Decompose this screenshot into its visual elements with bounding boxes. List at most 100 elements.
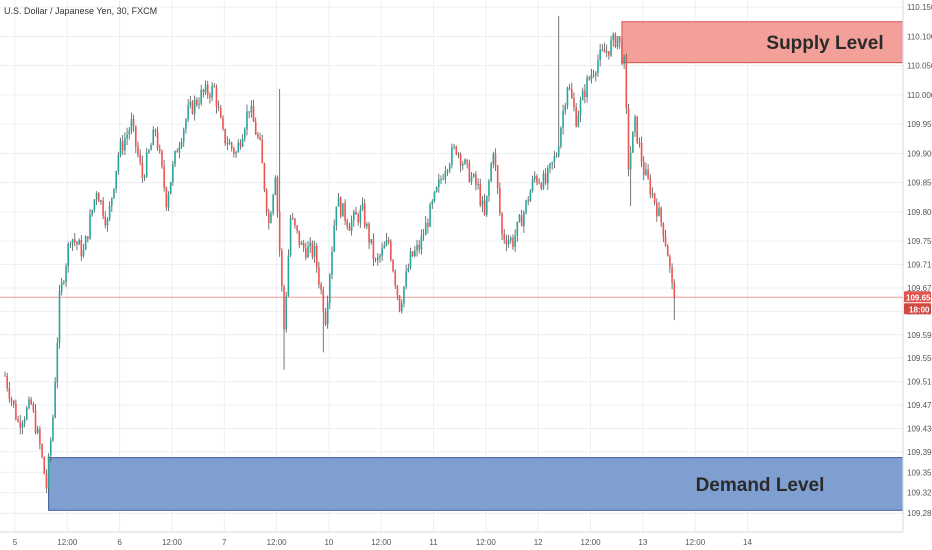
candle-body: [187, 105, 189, 120]
countdown-value: 18:00: [909, 305, 930, 314]
time-tick-label: 12:00: [371, 538, 392, 547]
candle-body: [21, 423, 24, 428]
price-tick-label: 109.900: [907, 149, 932, 158]
price-tick-label: 109.800: [907, 208, 932, 217]
candle-body: [137, 146, 139, 155]
candle-body: [257, 134, 259, 138]
candle-body: [67, 243, 70, 267]
candle-body: [462, 164, 464, 166]
candle-body: [446, 170, 449, 172]
candle-body: [353, 211, 355, 221]
candle-body: [642, 161, 645, 176]
price-tick-label: 109.670: [907, 284, 932, 293]
candle-body: [448, 164, 451, 171]
candle-body: [333, 225, 335, 252]
candle-body: [69, 243, 72, 245]
candle-body: [139, 154, 141, 162]
candle-body: [335, 206, 338, 226]
candle-body: [209, 94, 211, 98]
candle-body: [174, 151, 176, 165]
candle-body: [438, 179, 440, 188]
candle-body: [376, 257, 379, 260]
candle-body: [494, 153, 497, 166]
candle-body: [666, 245, 669, 257]
candle-body: [19, 421, 22, 428]
price-tick-label: 109.850: [907, 179, 932, 188]
candle-body: [562, 110, 564, 128]
candle-body: [189, 101, 192, 106]
candle-body: [632, 131, 634, 153]
candle-body: [337, 197, 340, 207]
candle-body: [248, 111, 250, 113]
candle-body: [313, 245, 316, 257]
last-price-badge: [904, 291, 931, 303]
time-tick-label: 12:00: [476, 538, 497, 547]
zone-label-supply: Supply Level: [766, 33, 883, 54]
candle-body: [150, 145, 152, 151]
candle-body: [418, 244, 420, 250]
candle-body: [656, 202, 658, 217]
candle-body: [143, 176, 146, 178]
price-tick-label: 109.470: [907, 401, 932, 410]
zone-box-supply[interactable]: [621, 21, 904, 64]
candle-body: [533, 176, 536, 180]
candle-body: [457, 153, 460, 155]
price-axis-panel[interactable]: [903, 0, 932, 550]
candle-body: [196, 99, 198, 105]
candle-body: [132, 119, 135, 127]
price-tick-label: 109.285: [907, 509, 932, 518]
candle-body: [289, 217, 292, 256]
candle-body: [409, 251, 412, 269]
candle-body: [616, 36, 619, 47]
candle-body: [372, 239, 375, 260]
candle-body: [346, 220, 349, 227]
price-tick-label: 109.550: [907, 354, 932, 363]
candle-body: [451, 147, 453, 165]
candle-body: [605, 51, 608, 53]
time-tick-label: 12:00: [581, 538, 602, 547]
candle-body: [200, 89, 202, 104]
candle-body: [520, 215, 523, 227]
zone-labels: Supply Level Demand Level: [696, 33, 884, 496]
candle-body: [228, 142, 231, 145]
candle-body: [623, 57, 625, 64]
price-tick-label: 109.355: [907, 468, 932, 477]
candle-body: [363, 203, 366, 227]
candle-body: [182, 129, 185, 142]
candle-body: [359, 209, 362, 223]
candle-body: [41, 444, 43, 457]
candle-body: [640, 142, 643, 162]
time-tick-label: 10: [324, 538, 333, 547]
candle-body: [512, 237, 514, 247]
candle-body: [529, 191, 532, 202]
candle-body: [405, 271, 407, 287]
candle-body: [309, 242, 311, 247]
zone-box-demand[interactable]: [48, 457, 904, 511]
candle-body: [518, 215, 521, 222]
candle-body: [244, 129, 246, 139]
candle-body: [422, 235, 425, 236]
candle-body: [152, 129, 155, 146]
candle-body: [121, 141, 124, 151]
candle-body: [612, 34, 615, 41]
price-tick-label: 109.750: [907, 237, 932, 246]
candle-body: [625, 57, 628, 109]
time-tick-label: 14: [743, 538, 752, 547]
candle-body: [124, 138, 126, 151]
candle-body: [17, 419, 19, 422]
time-tick-label: 12: [534, 538, 543, 547]
candle-body: [594, 72, 597, 76]
candle-body: [455, 146, 458, 155]
candle-body: [91, 210, 93, 215]
candle-body: [211, 85, 213, 98]
candle-body: [300, 243, 303, 245]
candle-body: [115, 170, 117, 189]
candle-body: [584, 90, 586, 98]
grid-lines: [0, 0, 903, 532]
price-tick-label: 109.430: [907, 424, 932, 433]
candle-body: [154, 129, 157, 132]
price-zones: [48, 21, 904, 511]
candle-body: [459, 153, 462, 166]
candle-body: [542, 173, 545, 189]
